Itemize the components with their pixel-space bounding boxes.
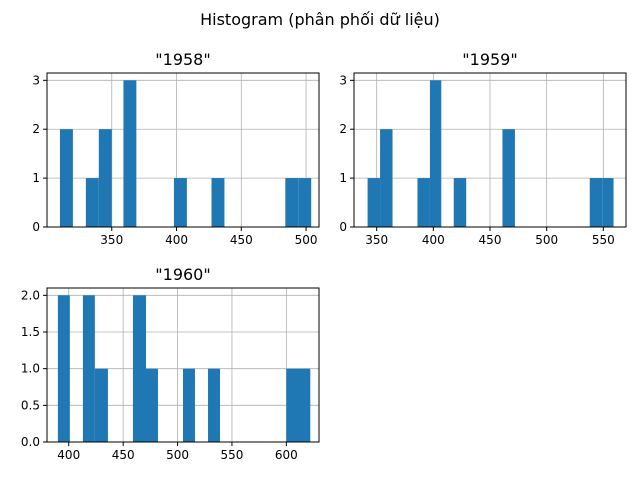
- subplot-2: "1960" 400 450 500 550 600 0.0 0.5 1.0 1.5 2.0: [21, 265, 320, 462]
- subplot-title: "1960": [155, 265, 210, 284]
- histogram-bar: [132, 295, 147, 442]
- subplot-title: "1958": [155, 50, 210, 69]
- axes-frame: [46, 72, 320, 228]
- y-tick-label: 0: [32, 220, 40, 234]
- y-tick-label: 0: [339, 220, 347, 234]
- histogram-bar: [285, 178, 299, 227]
- y-tick-label: 2: [32, 122, 40, 136]
- y-tick-label: 0.5: [21, 398, 40, 412]
- y-tick-label: 1.0: [21, 362, 40, 376]
- x-tick-label: 550: [221, 448, 244, 462]
- histogram-bar: [589, 178, 603, 227]
- histogram-bar: [211, 178, 225, 227]
- histogram-bar: [173, 178, 187, 227]
- histogram-bar: [602, 178, 614, 227]
- histogram-bar: [98, 129, 112, 227]
- y-tick-label: 3: [32, 73, 40, 87]
- axes-frame: [46, 287, 320, 443]
- histogram-bar: [502, 129, 515, 227]
- histogram-bar: [183, 368, 195, 442]
- y-tick-label: 1: [339, 171, 347, 185]
- x-tick-label: 550: [592, 233, 615, 247]
- x-tick-label: 600: [275, 448, 298, 462]
- subplot-1: "1959" 350 400 450 500 550 0 1 2 3: [339, 50, 627, 247]
- x-tick-label: 400: [165, 233, 188, 247]
- y-tick-label: 1.5: [21, 325, 40, 339]
- histogram-bar: [417, 178, 430, 227]
- subplot-title: "1959": [462, 50, 517, 69]
- histogram-bar: [208, 368, 220, 442]
- histogram-bar: [367, 178, 381, 227]
- histogram-bar: [85, 178, 99, 227]
- histogram-bar: [94, 368, 108, 442]
- y-tick-label: 3: [339, 73, 347, 87]
- histogram-bar: [453, 178, 467, 227]
- figure-suptitle: Histogram (phân phối dữ liệu): [200, 10, 440, 29]
- x-tick-label: 500: [295, 233, 318, 247]
- x-tick-label: 400: [57, 448, 80, 462]
- x-tick-label: 350: [365, 233, 388, 247]
- histogram-bar: [429, 80, 442, 227]
- x-tick-label: 450: [479, 233, 502, 247]
- histogram-bar: [286, 368, 311, 442]
- y-tick-label: 1: [32, 171, 40, 185]
- x-tick-label: 500: [166, 448, 189, 462]
- histogram-bar: [146, 368, 158, 442]
- subplot-0: "1958" 350 400 450 500 0 1 2 3: [32, 50, 320, 247]
- x-tick-label: 400: [422, 233, 445, 247]
- y-tick-label: 2: [339, 122, 347, 136]
- histogram-bar: [380, 129, 393, 227]
- x-tick-label: 500: [535, 233, 558, 247]
- histogram-bar: [123, 80, 137, 227]
- subplots: "1958" 350 400 450 500 0 1 2 3 "1959" 350 400 450 500…: [21, 50, 627, 462]
- histogram-bar: [82, 295, 95, 442]
- x-tick-label: 350: [100, 233, 123, 247]
- histogram-bar: [298, 178, 312, 227]
- histogram-bar: [59, 129, 73, 227]
- x-tick-label: 450: [230, 233, 253, 247]
- histogram-bar: [57, 295, 70, 442]
- x-tick-label: 450: [112, 448, 135, 462]
- y-tick-label: 2.0: [21, 288, 40, 302]
- y-tick-label: 0.0: [21, 435, 40, 449]
